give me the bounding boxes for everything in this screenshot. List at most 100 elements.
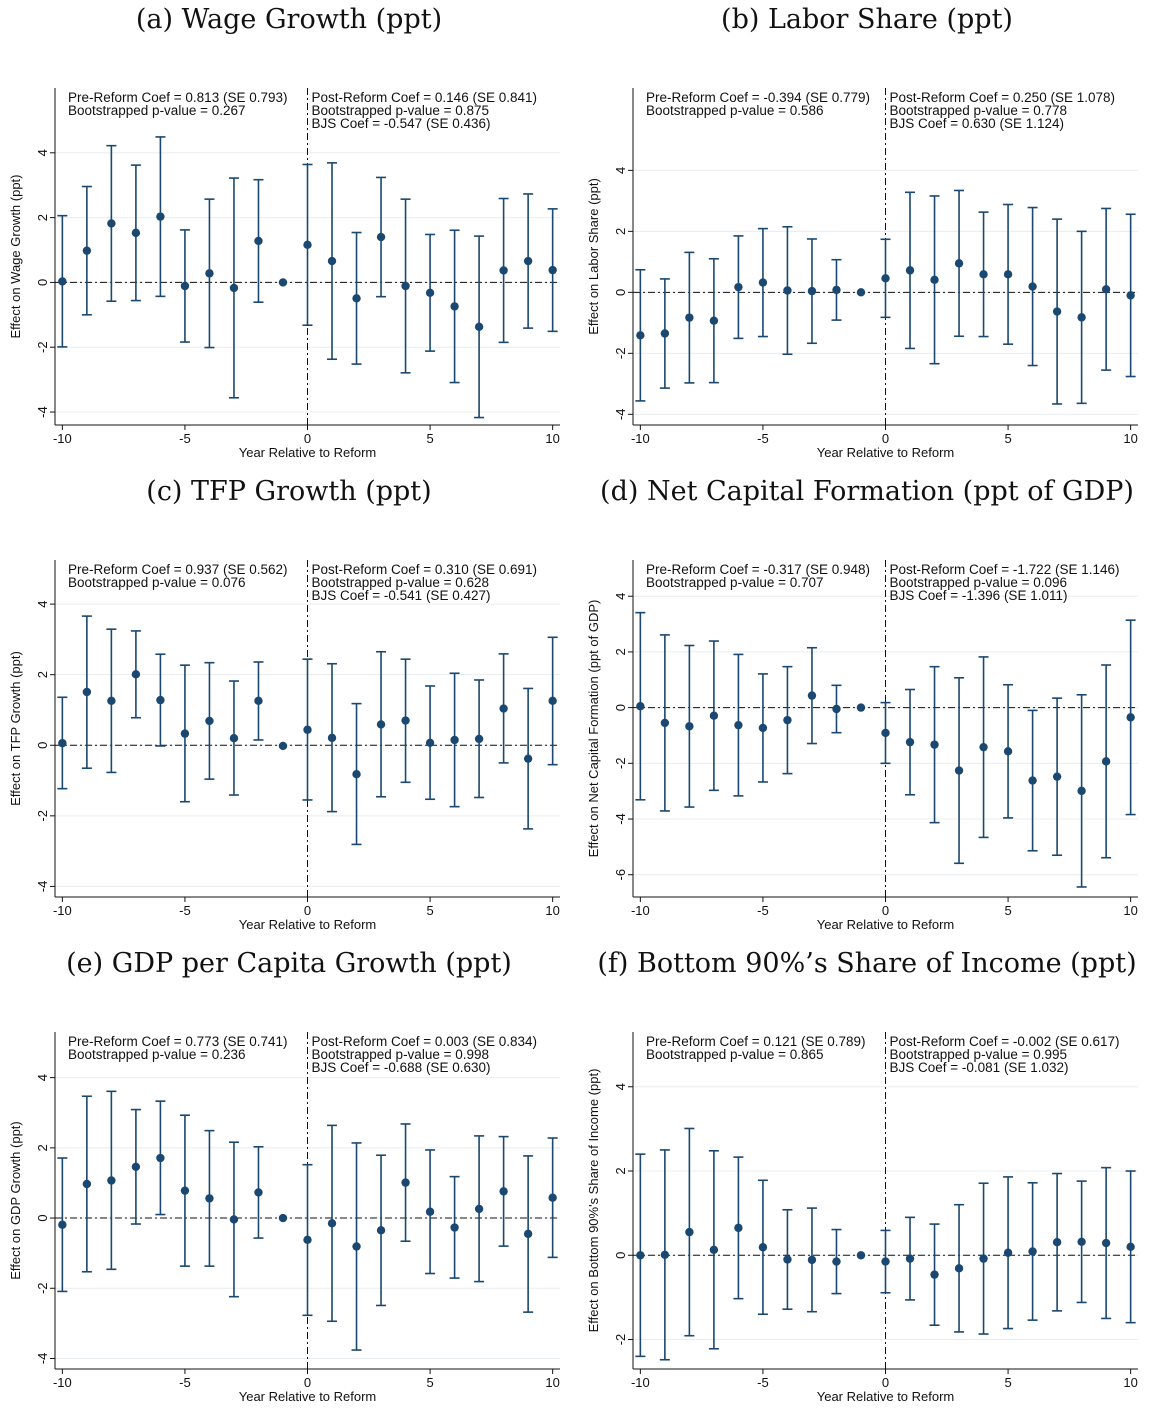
coefficient-point (1003, 270, 1013, 279)
coefficient-point (450, 302, 459, 311)
coefficient-point (499, 266, 508, 275)
coefficient-point (205, 716, 214, 726)
x-axis-title: Year Relative to Reform (817, 445, 955, 460)
panel-title: (b) Labor Share (ppt) (721, 4, 1013, 35)
coefficient-point (685, 313, 694, 322)
coefficient-point (807, 286, 817, 296)
coefficient-point (352, 1242, 361, 1251)
x-tick-label: 5 (426, 903, 433, 918)
coefficient-point (352, 769, 361, 779)
coefficient-point (107, 1176, 116, 1185)
coefficient-point (401, 1178, 410, 1187)
coefficient-point (303, 240, 312, 250)
x-tick-label: 0 (882, 903, 889, 918)
coefficient-point (278, 278, 288, 287)
y-tick-label: 4 (613, 167, 628, 174)
coefficient-point (636, 1251, 645, 1260)
x-tick-label: -10 (631, 1375, 650, 1390)
coefficient-point (1028, 282, 1037, 291)
panel-labor-share: (b) Labor Share (ppt) -4 -2 0 2 4 -10 -5 0 5 10 Ye… (578, 0, 1156, 472)
pre-reform-annotation: Bootstrapped p-value = 0.267 (68, 103, 246, 118)
pre-reform-annotation: Bootstrapped p-value = 0.707 (646, 575, 824, 590)
y-axis-title: Effect on Bottom 90%'s Share of Income (… (586, 1069, 601, 1333)
coefficient-point (660, 718, 670, 728)
coefficient-point (1052, 772, 1062, 781)
coefficient-point (709, 316, 719, 325)
event-study-plot: -4 -2 0 2 4 -10 -5 0 5 10 Year Relative to Reform E… (586, 88, 1138, 460)
x-tick-label: 5 (1004, 1375, 1011, 1390)
post-reform-annotation: Bootstrapped p-value = 0.628 (312, 575, 490, 590)
y-tick-label: -2 (613, 1334, 628, 1346)
coefficient-point (930, 1270, 939, 1279)
pre-reform-annotation: Bootstrapped p-value = 0.236 (68, 1047, 246, 1062)
coefficient-point (954, 259, 964, 268)
coefficient-point (1052, 1238, 1062, 1247)
coefficient-point (107, 696, 116, 705)
coefficient-point (783, 1255, 792, 1264)
coefficient-point (954, 1264, 964, 1273)
coefficient-point (474, 322, 484, 332)
coefficient-point (499, 704, 508, 713)
coefficient-point (180, 281, 190, 291)
y-tick-label: 0 (35, 279, 50, 286)
x-tick-label: 10 (1123, 431, 1137, 446)
coefficient-point (930, 740, 939, 749)
x-tick-label: -5 (757, 1375, 769, 1390)
pre-reform-annotation: Pre-Reform Coef = -0.317 (SE 0.948) (646, 562, 870, 577)
coefficient-point (1101, 1238, 1111, 1248)
coefficient-point (180, 729, 190, 738)
x-axis-title: Year Relative to Reform (239, 917, 377, 932)
pre-reform-annotation: Pre-Reform Coef = 0.937 (SE 0.562) (68, 562, 287, 577)
coefficient-point (327, 733, 337, 743)
coefficient-point (734, 720, 743, 730)
coefficient-point (660, 1250, 670, 1260)
pre-reform-annotation: Bootstrapped p-value = 0.586 (646, 103, 824, 118)
post-reform-annotation: BJS Coef = -1.396 (SE 1.011) (890, 588, 1068, 603)
coefficient-point (1126, 291, 1135, 300)
y-tick-label: 0 (613, 289, 628, 296)
x-tick-label: 10 (545, 431, 559, 446)
coefficient-point (1028, 1247, 1037, 1256)
coefficient-point (881, 1257, 890, 1266)
x-tick-label: -5 (179, 903, 191, 918)
coefficient-point (832, 285, 841, 295)
y-tick-label: -4 (35, 881, 50, 893)
coefficient-point (709, 711, 719, 720)
y-tick-label: 2 (35, 1144, 50, 1151)
x-tick-label: -10 (53, 1375, 72, 1390)
x-tick-label: 0 (304, 903, 311, 918)
pre-reform-annotation: Bootstrapped p-value = 0.076 (68, 575, 246, 590)
post-reform-annotation: BJS Coef = -0.547 (SE 0.436) (312, 116, 491, 131)
coefficient-point (636, 702, 645, 711)
post-reform-annotation: Bootstrapped p-value = 0.995 (890, 1047, 1068, 1062)
coefficient-point (254, 1188, 263, 1197)
y-tick-label: -2 (613, 758, 628, 770)
y-axis-title: Effect on Labor Share (ppt) (586, 178, 601, 335)
x-tick-label: 0 (304, 431, 311, 446)
panel-title: (d) Net Capital Formation (ppt of GDP) (600, 476, 1134, 507)
coefficient-point (450, 1223, 459, 1232)
coefficient-point (734, 282, 743, 292)
y-tick-label: 2 (35, 214, 50, 221)
panel-title: (c) TFP Growth (ppt) (146, 476, 432, 507)
pre-reform-annotation: Pre-Reform Coef = -0.394 (SE 0.779) (646, 90, 870, 105)
x-tick-label: 10 (1123, 1375, 1137, 1390)
x-tick-label: -10 (631, 431, 650, 446)
post-reform-annotation: Post-Reform Coef = -1.722 (SE 1.146) (890, 562, 1120, 577)
panel-bottom-90-income-share: (f) Bottom 90%’s Share of Income (ppt) -… (578, 944, 1156, 1416)
y-axis-title: Effect on Wage Growth (ppt) (8, 174, 23, 338)
coefficient-point (1077, 786, 1086, 796)
coefficient-point (523, 1229, 533, 1239)
coefficient-point (856, 288, 866, 297)
coefficient-point (401, 716, 410, 725)
coefficient-point (709, 1245, 719, 1254)
x-tick-label: 0 (882, 431, 889, 446)
y-tick-label: -2 (613, 348, 628, 360)
x-tick-label: 5 (1004, 903, 1011, 918)
coefficient-point (327, 256, 337, 266)
x-axis-title: Year Relative to Reform (239, 445, 377, 460)
x-tick-label: 0 (304, 1375, 311, 1390)
coefficient-point (1077, 1237, 1086, 1246)
coefficient-point (832, 1257, 841, 1266)
y-tick-label: 4 (613, 593, 628, 600)
